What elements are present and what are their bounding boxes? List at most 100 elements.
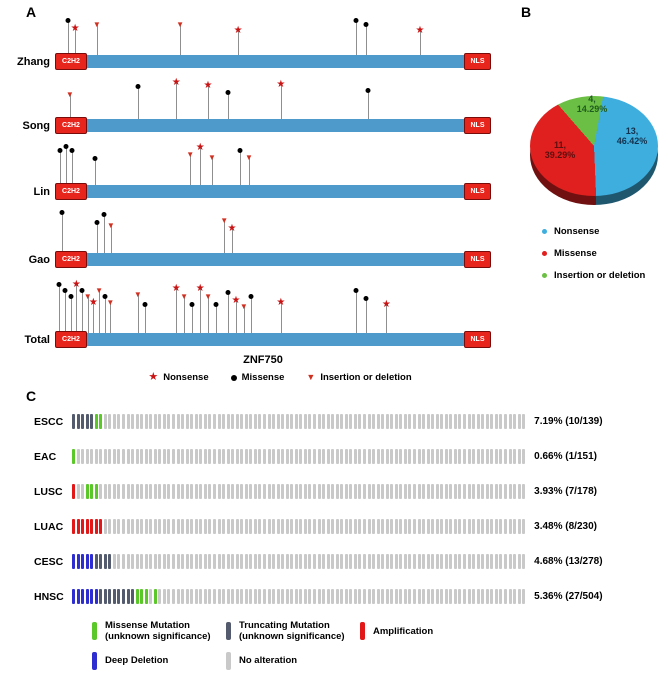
onco-bar-missense xyxy=(99,414,103,429)
onco-bar-none xyxy=(281,414,285,429)
onco-bar-none xyxy=(417,519,421,534)
onco-bar-none xyxy=(217,449,221,464)
onco-bar-none xyxy=(190,554,194,569)
onco-bar-none xyxy=(422,519,426,534)
onco-row-eac: EAC 0.66% (1/151) xyxy=(0,439,668,474)
onco-bar-none xyxy=(122,449,126,464)
onco-bar-none xyxy=(303,589,307,604)
onco-bar-none xyxy=(258,589,262,604)
mutation-stem xyxy=(355,291,357,333)
onco-bar-none xyxy=(262,554,266,569)
onco-bar-none xyxy=(290,484,294,499)
pie-chart-surface xyxy=(530,96,658,196)
onco-bar-missense xyxy=(144,589,148,604)
onco-bar-none xyxy=(253,484,257,499)
onco-bar-none xyxy=(376,414,380,429)
onco-bar-none xyxy=(353,449,357,464)
onco-bar-none xyxy=(90,449,94,464)
onco-bar-none xyxy=(208,589,212,604)
mutation-stem xyxy=(75,29,77,55)
protein-bar xyxy=(55,185,491,198)
onco-bar-none xyxy=(203,519,207,534)
onco-bar-none xyxy=(381,519,385,534)
onco-bar-none xyxy=(367,414,371,429)
onco-bar-none xyxy=(290,449,294,464)
legend-bar-icon xyxy=(226,622,231,641)
onco-bar-none xyxy=(522,589,526,604)
onco-bar-truncating xyxy=(85,414,89,429)
onco-bar-none xyxy=(226,449,230,464)
onco-bar-none xyxy=(162,414,166,429)
onco-bar-none xyxy=(176,449,180,464)
onco-bar-none xyxy=(235,519,239,534)
legend-indel-marker-icon: ▼ xyxy=(306,372,316,382)
onco-bar-none xyxy=(312,519,316,534)
onco-bar-none xyxy=(413,589,417,604)
pie-slice-label: 4, 14.29% xyxy=(576,94,608,115)
onco-bar-none xyxy=(85,449,89,464)
onco-bar-none xyxy=(222,449,226,464)
onco-row-escc: ESCC 7.19% (10/139) xyxy=(0,404,668,439)
onco-bar-none xyxy=(522,414,526,429)
onco-bar-none xyxy=(413,414,417,429)
mutation-marker-nonsense: ★ xyxy=(276,297,286,308)
onco-bar-none xyxy=(499,554,503,569)
onco-bar-none xyxy=(222,554,226,569)
onco-bar-none xyxy=(367,449,371,464)
onco-bar-none xyxy=(458,554,462,569)
onco-bar-none xyxy=(458,449,462,464)
onco-bar-none xyxy=(203,449,207,464)
study-label: Total xyxy=(24,334,50,346)
onco-bar-none xyxy=(181,484,185,499)
onco-bar-none xyxy=(358,449,362,464)
onco-bar-none xyxy=(494,519,498,534)
onco-bar-none xyxy=(176,414,180,429)
mutation-marker-indel: ▼ xyxy=(245,153,253,162)
onco-bar-none xyxy=(108,484,112,499)
onco-strip xyxy=(72,484,526,499)
mutation-stem xyxy=(228,93,230,119)
onco-bar-none xyxy=(494,449,498,464)
onco-bar-none xyxy=(481,414,485,429)
onco-bar-none xyxy=(267,449,271,464)
onco-bar-none xyxy=(513,554,517,569)
onco-bar-missense xyxy=(94,484,98,499)
onco-bar-none xyxy=(117,484,121,499)
onco-bar-none xyxy=(503,414,507,429)
onco-bar-none xyxy=(144,484,148,499)
onco-bar-none xyxy=(449,589,453,604)
onco-bar-none xyxy=(372,449,376,464)
onco-bar-none xyxy=(513,589,517,604)
onco-bar-none xyxy=(203,484,207,499)
onco-bar-none xyxy=(426,484,430,499)
onco-bar-deepdel xyxy=(72,554,75,569)
onco-bar-none xyxy=(240,554,244,569)
onco-bar-none xyxy=(162,449,166,464)
pie-legend-item: Missense xyxy=(542,248,645,259)
onco-bar-none xyxy=(331,414,335,429)
onco-bar-none xyxy=(499,484,503,499)
onco-bar-none xyxy=(226,519,230,534)
onco-bar-none xyxy=(103,414,107,429)
mutation-stem xyxy=(386,305,388,333)
onco-bar-none xyxy=(194,449,198,464)
onco-bar-none xyxy=(513,484,517,499)
onco-bar-none xyxy=(81,484,85,499)
mutation-stem xyxy=(184,297,186,333)
onco-bar-none xyxy=(99,484,103,499)
onco-bar-none xyxy=(508,414,512,429)
onco-bar-deepdel xyxy=(90,589,94,604)
mutation-stem xyxy=(96,223,98,253)
onco-bar-none xyxy=(340,414,344,429)
onco-bar-none xyxy=(490,414,494,429)
onco-bar-none xyxy=(308,484,312,499)
onco-bar-none xyxy=(194,519,198,534)
onco-bar-none xyxy=(349,484,353,499)
onco-bar-none xyxy=(167,519,171,534)
onco-bar-none xyxy=(422,484,426,499)
onco-bar-none xyxy=(490,554,494,569)
onco-bar-none xyxy=(463,554,467,569)
onco-strip xyxy=(72,519,526,534)
onco-bar-none xyxy=(312,414,316,429)
onco-bar-none xyxy=(431,414,435,429)
